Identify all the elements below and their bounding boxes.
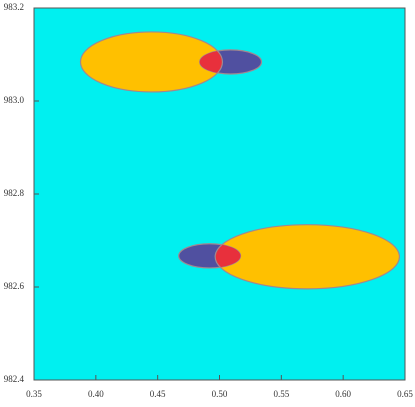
x-tick-label: 0.35	[26, 389, 42, 399]
y-tick-label: 982.6	[4, 281, 25, 291]
y-tick-label: 983.2	[4, 2, 24, 12]
y-tick-label: 982.8	[4, 188, 25, 198]
y-tick-label: 983.0	[4, 95, 25, 105]
x-tick-label: 0.55	[273, 389, 289, 399]
region-ellipse	[214, 224, 401, 290]
y-tick-label: 982.4	[4, 374, 25, 384]
x-tick-label: 0.60	[335, 389, 351, 399]
overlap-region	[199, 49, 224, 75]
x-tick-label: 0.40	[88, 389, 104, 399]
x-tick-label: 0.45	[150, 389, 166, 399]
x-tick-label: 0.65	[397, 389, 413, 399]
overlap-region	[214, 243, 241, 268]
x-tick-label: 0.50	[212, 389, 228, 399]
